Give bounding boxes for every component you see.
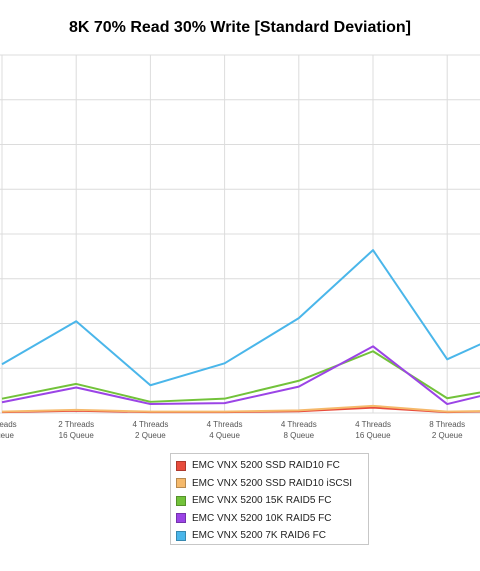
legend-label: EMC VNX 5200 7K RAID6 FC <box>192 530 326 542</box>
series-line-3 <box>1 350 480 403</box>
x-tick-label: 2 Threads 16 Queue <box>58 420 94 440</box>
legend-swatch <box>176 478 186 489</box>
legend-swatch <box>176 530 186 541</box>
legend-label: EMC VNX 5200 SSD RAID10 FC <box>192 460 340 472</box>
legend-item[interactable]: EMC VNX 5200 SSD RAID10 iSCSI <box>176 475 368 493</box>
legend-label: EMC VNX 5200 SSD RAID10 iSCSI <box>192 477 353 489</box>
legend-item[interactable]: EMC VNX 5200 15K RAID5 FC <box>176 492 368 510</box>
legend-label: EMC VNX 5200 15K RAID5 FC <box>192 495 332 507</box>
chart-legend: EMC VNX 5200 SSD RAID10 FC EMC VNX 5200 S… <box>170 453 369 545</box>
series-line-4 <box>1 345 480 406</box>
x-tick-label: 4 Threads 16 Queue <box>355 420 391 440</box>
x-tick-label: 8 Threads 2 Queue <box>429 420 465 440</box>
x-tick-label: 4 Threads 4 Queue <box>207 420 243 440</box>
x-tick-label: 4 Threads 2 Queue <box>132 420 168 440</box>
legend-swatch <box>176 495 186 506</box>
series-line-5 <box>1 249 480 387</box>
legend-label: EMC VNX 5200 10K RAID5 FC <box>192 512 332 524</box>
legend-swatch <box>176 513 186 524</box>
series-line-2 <box>1 404 480 413</box>
legend-swatch <box>176 460 186 471</box>
chart-title: 8K 70% Read 30% Write [Standard Deviatio… <box>68 19 412 36</box>
chart-series-group <box>1 249 480 414</box>
legend-item[interactable]: EMC VNX 5200 SSD RAID10 FC <box>176 457 368 475</box>
chart-grid <box>0 54 480 414</box>
legend-item[interactable]: EMC VNX 5200 10K RAID5 FC <box>176 510 368 528</box>
x-tick-label: ThreadsQueue <box>0 420 17 440</box>
x-tick-label: 4 Threads 8 Queue <box>281 420 317 440</box>
legend-item[interactable]: EMC VNX 5200 7K RAID6 FC <box>176 527 368 545</box>
